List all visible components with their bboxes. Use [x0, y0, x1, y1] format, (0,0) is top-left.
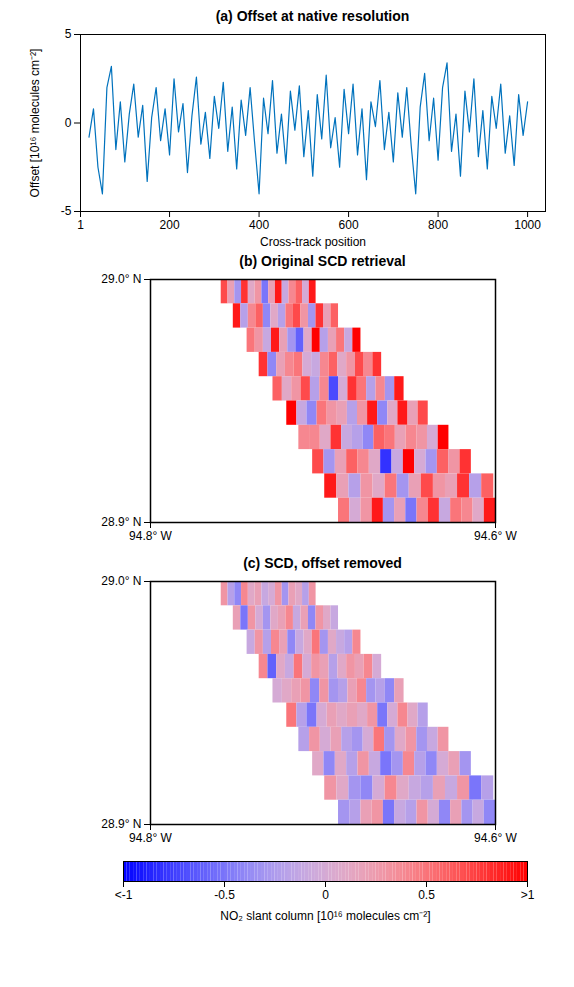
svg-text:400: 400: [249, 218, 269, 232]
svg-text:94.6° W: 94.6° W: [474, 831, 517, 845]
svg-text:0.5: 0.5: [418, 888, 435, 902]
svg-text:Offset [10¹⁶ molecules cm⁻²]: Offset [10¹⁶ molecules cm⁻²]: [28, 49, 42, 198]
svg-text:28.9° N: 28.9° N: [101, 817, 141, 831]
html-text:(a) Offset at native resolutio: (a) Offset at native resolution: [215, 8, 410, 24]
svg-text:29.0° N: 29.0° N: [101, 272, 141, 286]
svg-text:200: 200: [160, 218, 180, 232]
svg-text:94.8° W: 94.8° W: [129, 529, 172, 543]
svg-text:-0.5: -0.5: [214, 888, 235, 902]
svg-text:28.9° N: 28.9° N: [101, 515, 141, 529]
svg-text:0: 0: [65, 116, 72, 130]
svg-text:600: 600: [339, 218, 359, 232]
html-text:(c) SCD, offset removed: (c) SCD, offset removed: [243, 555, 402, 571]
svg-text:94.6° W: 94.6° W: [474, 529, 517, 543]
svg-text:29.0° N: 29.0° N: [101, 574, 141, 588]
svg-text:<-1: <-1: [115, 888, 133, 902]
svg-text:0: 0: [322, 888, 329, 902]
svg-text:800: 800: [428, 218, 448, 232]
svg-text:5: 5: [65, 27, 72, 41]
svg-text:NO₂ slant column [10¹⁶ molecul: NO₂ slant column [10¹⁶ molecules cm⁻²]: [220, 909, 430, 923]
svg-text:94.8° W: 94.8° W: [129, 831, 172, 845]
svg-text:1000: 1000: [514, 218, 541, 232]
svg-text:1: 1: [77, 218, 84, 232]
html-text:(b) Original SCD retrieval: (b) Original SCD retrieval: [239, 253, 406, 269]
svg-text:-5: -5: [61, 204, 72, 218]
svg-text:Cross-track position: Cross-track position: [260, 235, 366, 249]
svg-text:>1: >1: [521, 888, 535, 902]
